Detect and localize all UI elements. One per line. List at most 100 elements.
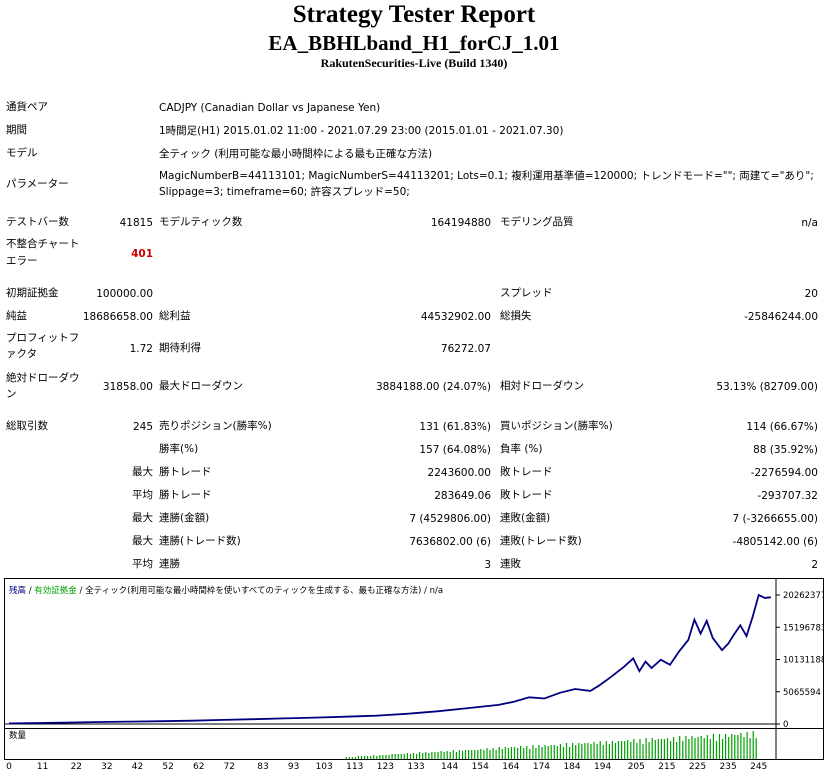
volume-bar bbox=[416, 754, 418, 759]
volume-bar bbox=[464, 750, 467, 759]
volume-bar bbox=[471, 750, 473, 759]
volume-bar bbox=[596, 744, 598, 759]
volume-bar bbox=[526, 746, 528, 759]
volume-bar bbox=[559, 744, 561, 759]
svg-text:残高 / 有効証拠金 / 全ティック(利用可能な最小時間枠を: 残高 / 有効証拠金 / 全ティック(利用可能な最小時間枠を使いすべてのティック… bbox=[9, 585, 443, 596]
largest-win-value: 2243600.00 bbox=[427, 467, 491, 479]
x-tick-label: 113 bbox=[346, 762, 364, 772]
volume-bar bbox=[639, 739, 641, 759]
legend-na: n/a bbox=[430, 586, 443, 596]
net-label: 純益 bbox=[6, 310, 27, 322]
params-label: パラメーター bbox=[6, 178, 69, 190]
volume-bar bbox=[712, 734, 714, 759]
avg-word-1: 平均 bbox=[132, 489, 153, 501]
volume-bar bbox=[749, 738, 751, 759]
volume-bar bbox=[452, 750, 454, 759]
volume-bar bbox=[422, 753, 424, 759]
volume-bar bbox=[587, 743, 589, 759]
avg-cons-wins-label: 連勝 bbox=[159, 558, 180, 570]
volume-bar bbox=[581, 744, 583, 759]
volume-bar bbox=[614, 743, 617, 759]
short-value: 131 (61.83%) bbox=[419, 421, 491, 433]
volume-bar bbox=[578, 743, 580, 759]
broker-name: RakutenSecurities-Live (Build 1340) bbox=[320, 56, 508, 70]
volume-bar bbox=[627, 740, 629, 759]
volume-bar bbox=[605, 741, 607, 759]
y-tick-label: 20262377 bbox=[783, 591, 824, 601]
long-label: 買いポジション(勝率%) bbox=[500, 420, 613, 432]
volume-bar bbox=[388, 755, 390, 759]
mismatch-value: 401 bbox=[131, 248, 153, 260]
volume-bar bbox=[544, 745, 546, 759]
volume-bar bbox=[541, 747, 543, 759]
volume-bar bbox=[718, 734, 721, 759]
largest-loss-label: 敗トレード bbox=[500, 466, 553, 478]
winrate-value: 157 (64.08%) bbox=[419, 444, 491, 456]
trades-label: 総取引数 bbox=[6, 420, 48, 432]
volume-bar bbox=[562, 747, 565, 759]
volume-bar bbox=[752, 731, 754, 759]
max-dd-label: 最大ドローダウン bbox=[159, 380, 243, 392]
params-line-1: MagicNumberB=44113101; MagicNumberS=4411… bbox=[159, 170, 814, 182]
x-tick-label: 72 bbox=[223, 762, 236, 772]
x-tick-label: 154 bbox=[471, 762, 489, 772]
avg-word-2: 平均 bbox=[132, 558, 153, 570]
volume-bar bbox=[569, 747, 571, 759]
volume-bar bbox=[575, 745, 577, 759]
volume-bar bbox=[740, 733, 742, 759]
volume-bar bbox=[746, 732, 748, 759]
quality-label: モデリング品質 bbox=[500, 216, 574, 228]
x-tick-label: 42 bbox=[131, 762, 144, 772]
volume-bar bbox=[633, 739, 635, 759]
volume-bar bbox=[572, 743, 574, 759]
volume-bar bbox=[611, 741, 613, 759]
volume-bar bbox=[510, 747, 512, 759]
volume-chart: 数量 bbox=[4, 728, 824, 760]
x-tick-label: 32 bbox=[101, 762, 113, 772]
payoff-label: 期待利得 bbox=[159, 342, 201, 354]
volume-bar bbox=[446, 751, 448, 759]
volume-bar bbox=[725, 734, 727, 759]
volume-bar bbox=[357, 756, 359, 759]
avg-loss-value: -293707.32 bbox=[757, 490, 818, 502]
cons-profit-label: 連勝(トレード数) bbox=[159, 535, 241, 547]
volume-bar bbox=[670, 741, 672, 759]
volume-bar bbox=[354, 757, 356, 759]
largest-loss-value: -2276594.00 bbox=[750, 467, 818, 479]
volume-bar bbox=[651, 738, 653, 759]
x-tick-label: 0 bbox=[6, 762, 12, 772]
volume-bar bbox=[599, 741, 601, 759]
avg-win-value: 283649.06 bbox=[434, 490, 491, 502]
balance-chart: 20262377 15196783 10131188 5065594 0 残高 / 有効… bbox=[4, 578, 824, 730]
x-axis: 0 11 22 32 42 52 62 72 83 93 103 113 123 133 144 154 164… bbox=[0, 762, 828, 777]
volume-bar bbox=[593, 742, 595, 759]
volume-bar bbox=[394, 754, 396, 759]
volume-bar bbox=[480, 749, 482, 759]
balance-line bbox=[8, 593, 771, 725]
volume-bar bbox=[501, 749, 503, 759]
volume-bar bbox=[345, 757, 347, 759]
volume-bar bbox=[584, 743, 586, 759]
x-tick-label: 83 bbox=[257, 762, 269, 772]
volume-bar bbox=[373, 755, 375, 759]
gross-profit-label: 総利益 bbox=[159, 310, 191, 322]
volume-bar bbox=[608, 744, 610, 759]
volume-bar bbox=[443, 752, 445, 759]
volume-bar bbox=[492, 748, 494, 759]
deposit-value: 100000.00 bbox=[96, 288, 153, 300]
rel-dd-value: 53.13% (82709.00) bbox=[716, 381, 818, 393]
volume-bar bbox=[642, 744, 644, 759]
cons-loss-label: 連敗(トレード数) bbox=[500, 535, 582, 547]
x-tick-label: 194 bbox=[594, 762, 612, 772]
volume-bar bbox=[376, 756, 378, 759]
largest-win-label: 勝トレード bbox=[159, 466, 212, 478]
volume-bar bbox=[437, 752, 439, 759]
volume-bar bbox=[706, 735, 708, 759]
y-tick-label: 10131188 bbox=[783, 656, 824, 666]
volume-bar bbox=[685, 736, 687, 759]
volume-bar bbox=[409, 754, 412, 759]
volume-bar bbox=[535, 748, 537, 759]
rel-dd-label: 相対ドローダウン bbox=[500, 380, 584, 392]
y-tick-label: 0 bbox=[783, 720, 788, 730]
volume-bar bbox=[694, 738, 696, 759]
